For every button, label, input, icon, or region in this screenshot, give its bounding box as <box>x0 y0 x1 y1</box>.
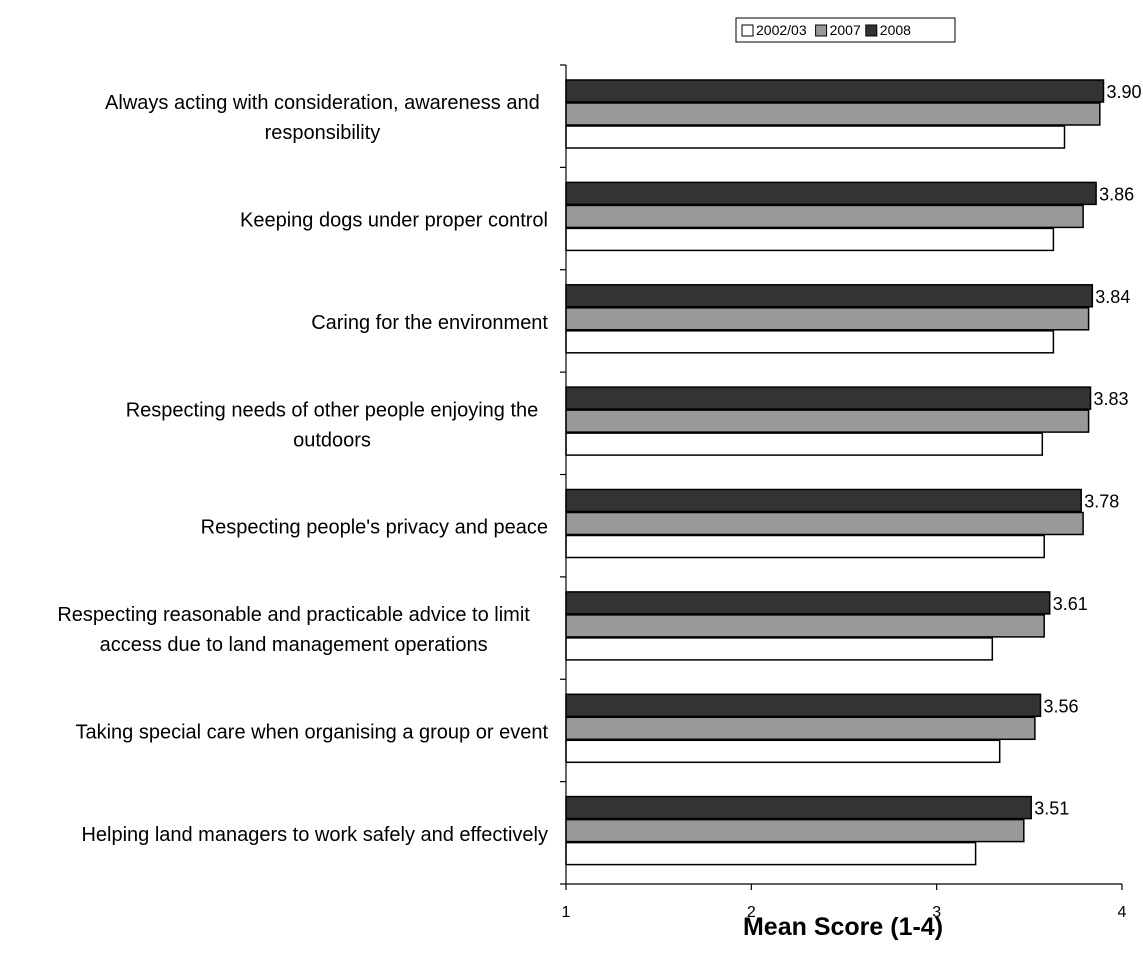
data-label-8: 3.51 <box>1034 799 1069 819</box>
bar-2002-03-2 <box>565 227 1055 252</box>
legend-label-2002-03: 2002/03 <box>756 22 807 38</box>
category-label-7: Taking special care when organising a gr… <box>75 721 548 743</box>
data-label-7: 3.56 <box>1044 696 1079 716</box>
bar-2007-4 <box>565 409 1090 433</box>
category-label-2: Keeping dogs under proper control <box>240 210 548 232</box>
legend-label-2008: 2008 <box>880 22 911 38</box>
category-label-6-line-1: Respecting reasonable and practicable ad… <box>57 604 530 626</box>
category-label-6-line-2: access due to land management operations <box>100 634 488 656</box>
bar-2008-5 <box>565 488 1082 513</box>
bar-2008-2 <box>565 181 1097 206</box>
bar-2007-1 <box>565 102 1101 126</box>
bar-2007-7 <box>565 716 1036 741</box>
data-label-4: 3.83 <box>1094 389 1129 409</box>
bar-2002-03-3 <box>565 330 1055 354</box>
bar-2008-4 <box>565 386 1092 410</box>
x-tick-label-2: 2 <box>747 904 756 921</box>
x-tick-label-1: 1 <box>562 904 571 921</box>
bar-2002-03-6 <box>565 637 994 661</box>
category-label-4-line-2: outdoors <box>293 429 371 451</box>
bars <box>565 79 1105 866</box>
x-tick-label-3: 3 <box>932 904 941 921</box>
category-label-8: Helping land managers to work safely and… <box>81 824 548 846</box>
legend-label-2007: 2007 <box>830 22 861 38</box>
bar-2002-03-5 <box>565 534 1045 559</box>
bar-2008-3 <box>565 284 1094 308</box>
x-tick-label-4: 4 <box>1118 904 1127 921</box>
category-label-1-line-2: responsibility <box>265 122 381 144</box>
bar-2008-6 <box>565 591 1051 615</box>
category-label-4-line-1: Respecting needs of other people enjoyin… <box>126 399 539 421</box>
legend-swatch-2007 <box>815 24 828 37</box>
data-label-5: 3.78 <box>1084 492 1119 512</box>
bar-2007-2 <box>565 204 1084 229</box>
category-label-1-line-1: Always acting with consideration, awaren… <box>105 92 540 114</box>
x-axis-title: Mean Score (1-4) <box>743 913 943 941</box>
data-label-3: 3.84 <box>1095 287 1130 307</box>
category-label-5: Respecting people's privacy and peace <box>201 517 548 539</box>
data-label-1: 3.90 <box>1107 82 1142 102</box>
legend: 2002/03 2007 2008 <box>735 17 956 43</box>
bar-2008-1 <box>565 79 1105 103</box>
category-labels: Always acting with consideration, awaren… <box>57 92 548 846</box>
bar-2007-3 <box>565 307 1090 331</box>
bar-2007-5 <box>565 511 1084 536</box>
bar-2002-03-8 <box>565 841 977 866</box>
legend-swatch-2008 <box>865 24 878 37</box>
bar-2002-03-4 <box>565 432 1044 456</box>
data-labels: 3.90 3.86 3.84 3.83 3.78 3.61 3.56 3.51 <box>1034 82 1141 819</box>
data-label-2: 3.86 <box>1099 184 1134 204</box>
bar-2002-03-1 <box>565 125 1066 149</box>
bar-2008-7 <box>565 693 1042 718</box>
axes: Mean Score (1-4) 1 2 3 4 <box>560 64 1127 941</box>
bar-2002-03-7 <box>565 739 1001 764</box>
legend-swatch-2002-03 <box>741 24 754 37</box>
legend-box <box>735 17 956 43</box>
bar-2007-6 <box>565 614 1045 638</box>
bar-2008-8 <box>565 795 1032 820</box>
category-label-3: Caring for the environment <box>311 312 548 334</box>
data-label-6: 3.61 <box>1053 594 1088 614</box>
bar-2007-8 <box>565 818 1025 843</box>
